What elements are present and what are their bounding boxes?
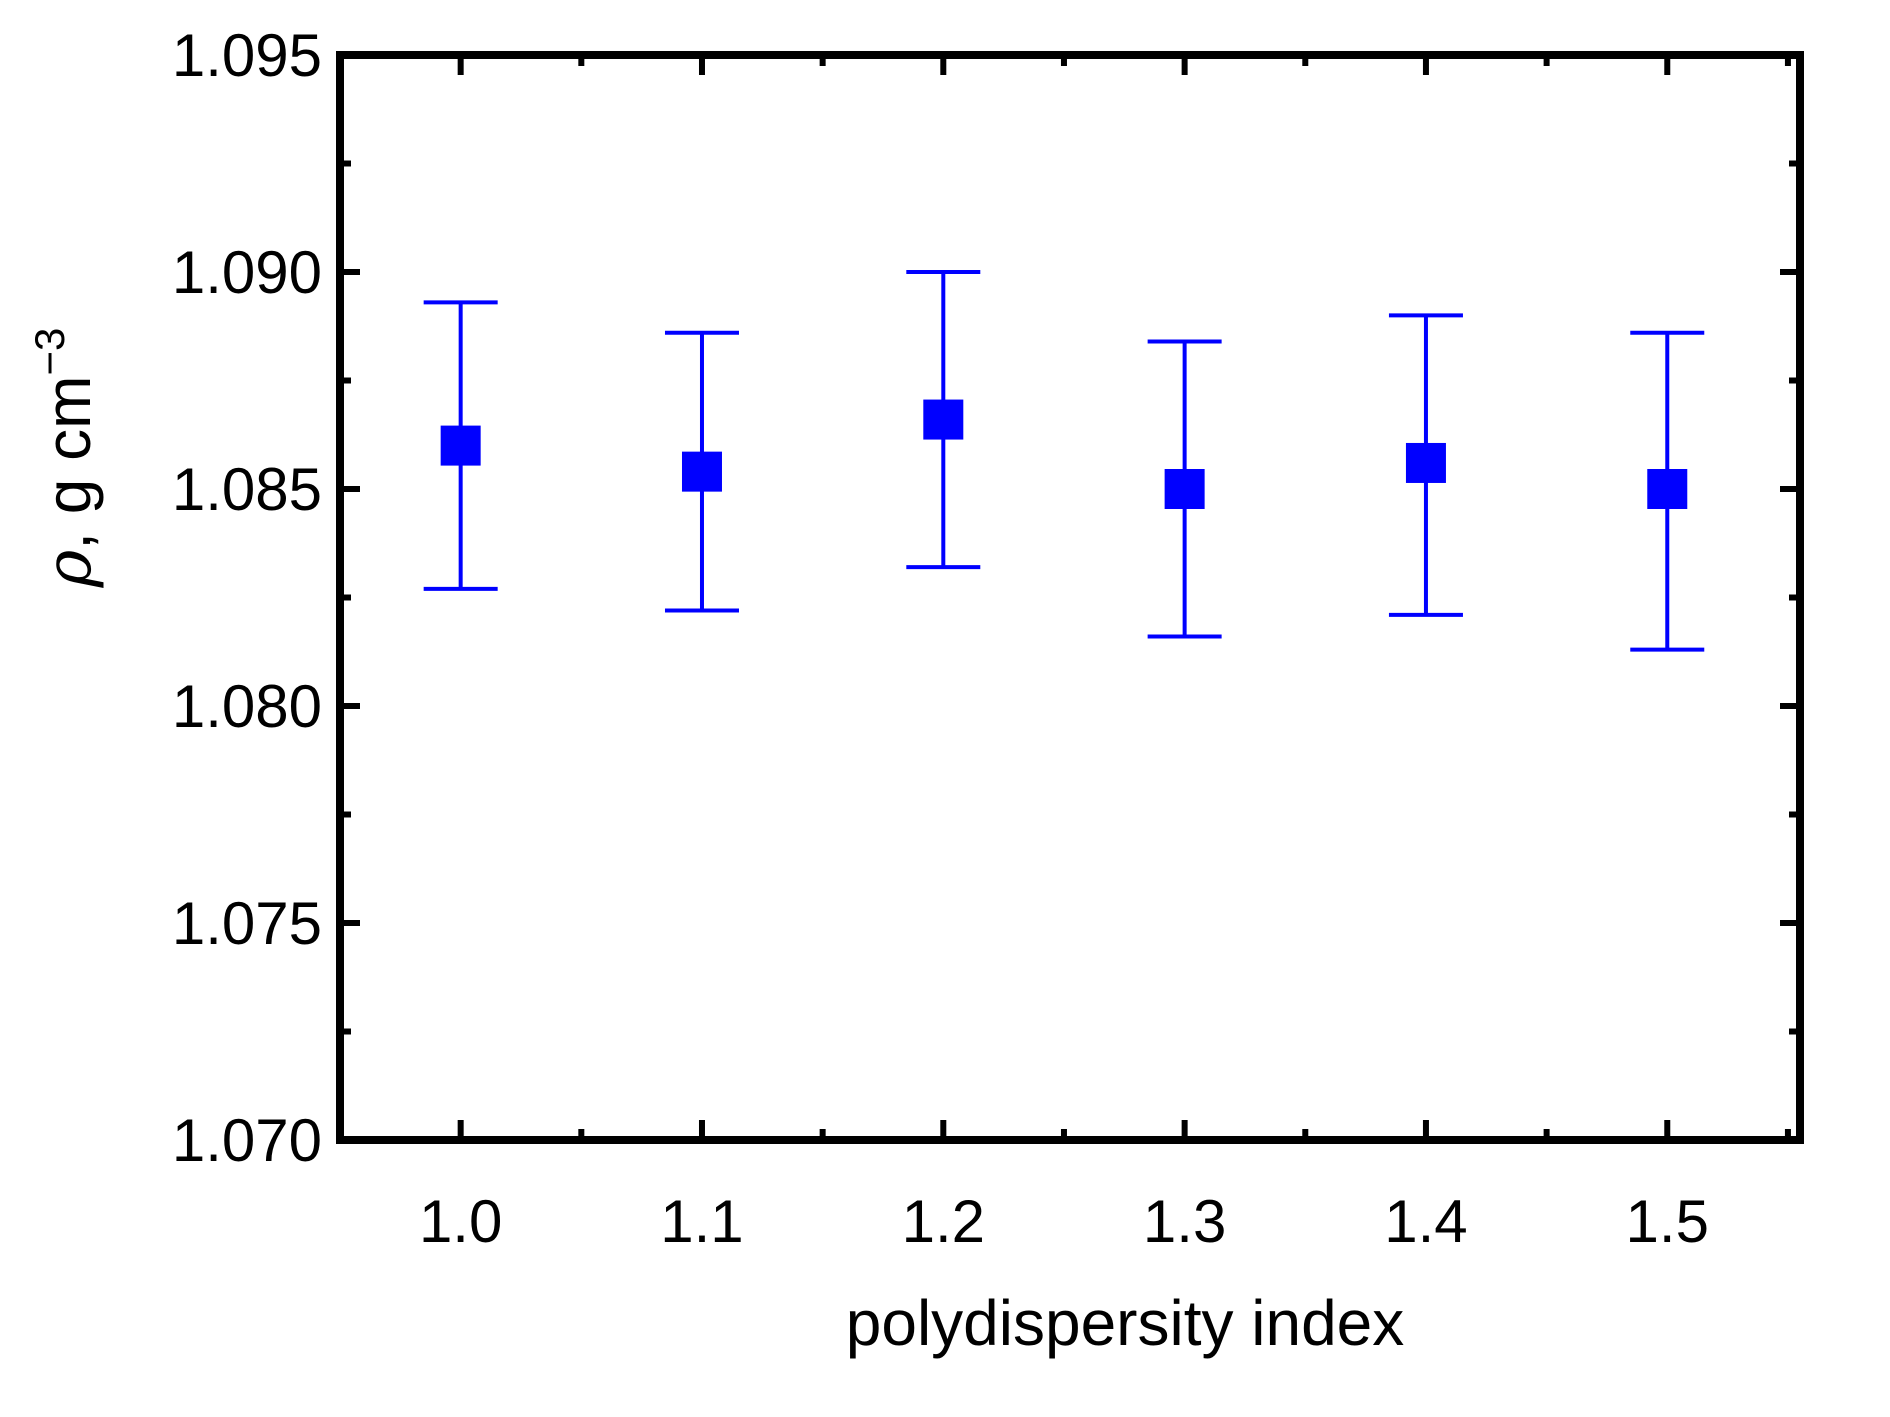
data-point-square: [923, 399, 964, 440]
axis-ticks: [340, 52, 1800, 1143]
y-axis-symbol: ρ: [32, 549, 106, 588]
y-tick-label: 1.090: [172, 239, 322, 306]
data-point-square: [440, 425, 481, 466]
x-tick-label: 1.4: [1384, 1188, 1467, 1255]
x-tick-label: 1.3: [1143, 1188, 1226, 1255]
data-point-square: [681, 451, 722, 492]
error-bars: [423, 270, 1705, 652]
data-point-square: [1405, 442, 1446, 483]
y-tick-label: 1.075: [172, 890, 322, 957]
x-tick-label: 1.2: [902, 1188, 985, 1255]
data-point-square: [1164, 469, 1205, 509]
y-tick-label: 1.095: [172, 22, 322, 89]
y-axis-title: ρ, g cm−3: [26, 328, 106, 589]
y-tick-label: 1.070: [172, 1107, 322, 1174]
data-point-square: [1647, 469, 1688, 509]
tick-labels: 1.0 1.1 1.2 1.3 1.4 1.5 1.070 1.075 1.080 1.085 1.…: [172, 22, 1709, 1255]
x-tick-label: 1.0: [419, 1188, 502, 1255]
plot-frame: [336, 51, 1804, 1144]
y-axis-unit: , g cm: [32, 376, 104, 550]
x-axis-title: polydispersity index: [846, 1287, 1405, 1359]
x-tick-label: 1.1: [660, 1188, 743, 1255]
x-tick-label: 1.5: [1626, 1188, 1709, 1255]
y-axis-exponent: −3: [26, 328, 73, 376]
y-tick-label: 1.085: [172, 456, 322, 523]
data-points: [440, 399, 1688, 509]
y-tick-label: 1.080: [172, 673, 322, 740]
